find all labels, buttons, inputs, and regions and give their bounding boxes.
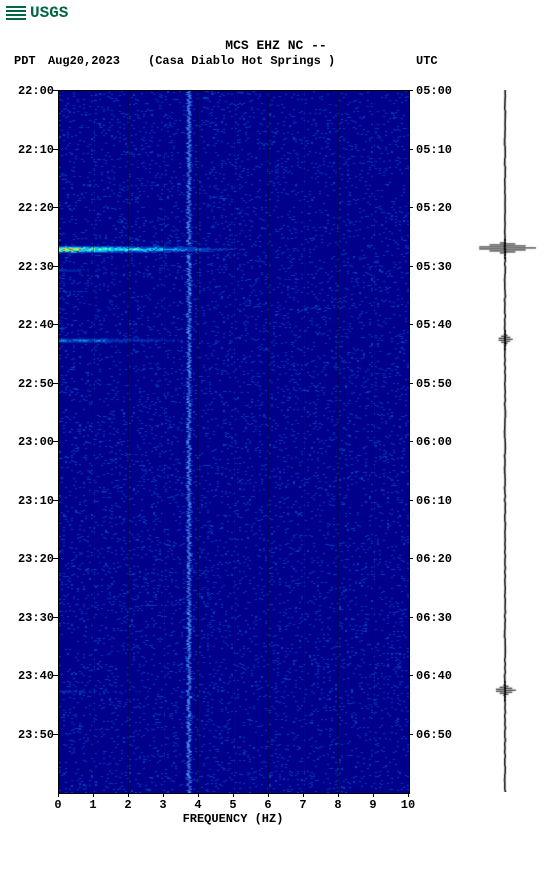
x-label: 4: [188, 798, 208, 812]
y-label-left: 23:40: [6, 669, 54, 683]
tick-right: [408, 90, 413, 91]
y-label-right: 05:30: [416, 260, 452, 274]
y-label-right: 06:00: [416, 435, 452, 449]
tick-right: [408, 207, 413, 208]
tick-bottom: [93, 792, 94, 797]
date-label: Aug20,2023: [48, 54, 120, 68]
tick-bottom: [128, 792, 129, 797]
x-label: 0: [48, 798, 68, 812]
y-label-left: 23:10: [6, 494, 54, 508]
tick-left: [53, 149, 58, 150]
y-label-left: 22:00: [6, 84, 54, 98]
tick-left: [53, 675, 58, 676]
y-label-right: 05:20: [416, 201, 452, 215]
tick-right: [408, 675, 413, 676]
tick-left: [53, 441, 58, 442]
tick-right: [408, 266, 413, 267]
tick-bottom: [408, 792, 409, 797]
chart-title: MCS EHZ NC --: [0, 38, 552, 55]
tick-right: [408, 149, 413, 150]
y-label-left: 22:50: [6, 377, 54, 391]
x-label: 9: [363, 798, 383, 812]
y-label-left: 22:40: [6, 318, 54, 332]
tick-right: [408, 617, 413, 618]
y-label-right: 05:00: [416, 84, 452, 98]
gridline: [268, 90, 269, 792]
tick-bottom: [198, 792, 199, 797]
x-label: 6: [258, 798, 278, 812]
x-label: 10: [398, 798, 418, 812]
chart-title-text: MCS EHZ NC --: [0, 38, 552, 53]
y-label-right: 05:10: [416, 143, 452, 157]
gridline: [303, 90, 304, 792]
y-label-left: 23:20: [6, 552, 54, 566]
gridline: [198, 90, 199, 792]
tick-left: [53, 734, 58, 735]
tick-left: [53, 617, 58, 618]
y-label-left: 23:50: [6, 728, 54, 742]
x-label: 5: [223, 798, 243, 812]
y-label-right: 06:50: [416, 728, 452, 742]
tick-bottom: [338, 792, 339, 797]
y-label-left: 22:20: [6, 201, 54, 215]
tick-right: [408, 383, 413, 384]
tick-right: [408, 324, 413, 325]
tick-bottom: [303, 792, 304, 797]
y-label-left: 23:30: [6, 611, 54, 625]
tick-left: [53, 383, 58, 384]
tick-bottom: [58, 792, 59, 797]
logo-text: USGS: [30, 4, 68, 22]
gridline: [338, 90, 339, 792]
tick-left: [53, 207, 58, 208]
y-label-right: 06:20: [416, 552, 452, 566]
wave-icon: [6, 6, 26, 20]
y-label-left: 23:00: [6, 435, 54, 449]
spectrogram-plot: [58, 90, 410, 794]
x-label: 8: [328, 798, 348, 812]
tick-right: [408, 558, 413, 559]
tick-right: [408, 734, 413, 735]
station-label: (Casa Diablo Hot Springs ): [148, 54, 335, 68]
tick-right: [408, 441, 413, 442]
x-label: 2: [118, 798, 138, 812]
y-label-right: 06:30: [416, 611, 452, 625]
gridline: [93, 90, 94, 792]
gridline: [163, 90, 164, 792]
tick-bottom: [268, 792, 269, 797]
y-label-right: 06:10: [416, 494, 452, 508]
tick-right: [408, 500, 413, 501]
y-label-left: 22:30: [6, 260, 54, 274]
left-timezone-label: PDT: [14, 54, 36, 68]
y-label-left: 22:10: [6, 143, 54, 157]
tick-bottom: [163, 792, 164, 797]
tick-bottom: [233, 792, 234, 797]
y-label-right: 05:50: [416, 377, 452, 391]
x-label: 7: [293, 798, 313, 812]
tick-left: [53, 500, 58, 501]
tick-left: [53, 558, 58, 559]
tick-left: [53, 90, 58, 91]
waveform-trace: [470, 90, 540, 792]
tick-bottom: [373, 792, 374, 797]
tick-left: [53, 324, 58, 325]
x-label: 1: [83, 798, 103, 812]
right-timezone-label: UTC: [416, 54, 438, 68]
tick-left: [53, 266, 58, 267]
x-axis-title: FREQUENCY (HZ): [58, 812, 408, 826]
gridline: [128, 90, 129, 792]
y-label-right: 05:40: [416, 318, 452, 332]
y-label-right: 06:40: [416, 669, 452, 683]
x-label: 3: [153, 798, 173, 812]
gridline: [233, 90, 234, 792]
gridline: [373, 90, 374, 792]
usgs-logo: USGS: [6, 4, 68, 22]
